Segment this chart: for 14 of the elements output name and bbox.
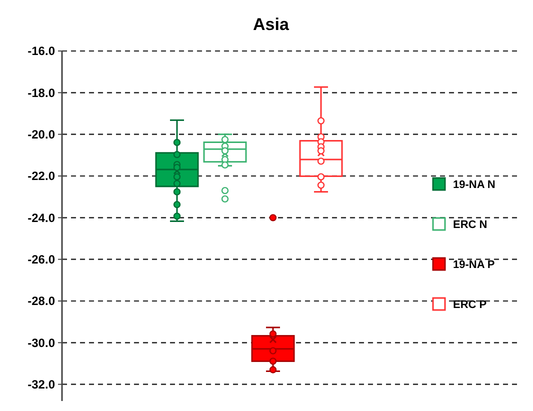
y-tick-label: -18.0 — [28, 86, 56, 100]
legend-label: 19-NA N — [453, 178, 496, 191]
y-tick-label: -26.0 — [28, 252, 56, 267]
y-tick-label: -22.0 — [28, 169, 56, 184]
chart-title: Asia — [253, 15, 290, 34]
y-tick-label: -30.0 — [28, 336, 56, 350]
y-tick-label: -28.0 — [28, 294, 56, 308]
y-tick-label: -24.0 — [28, 210, 56, 225]
y-tick-label: -16.0 — [28, 44, 56, 58]
y-tick-label: -32.0 — [28, 378, 56, 392]
legend-label: 19-NA P — [453, 258, 495, 271]
legend-label: ERC P — [453, 298, 487, 311]
legend-label: ERC N — [453, 218, 488, 231]
y-tick-label: -20.0 — [28, 128, 56, 142]
